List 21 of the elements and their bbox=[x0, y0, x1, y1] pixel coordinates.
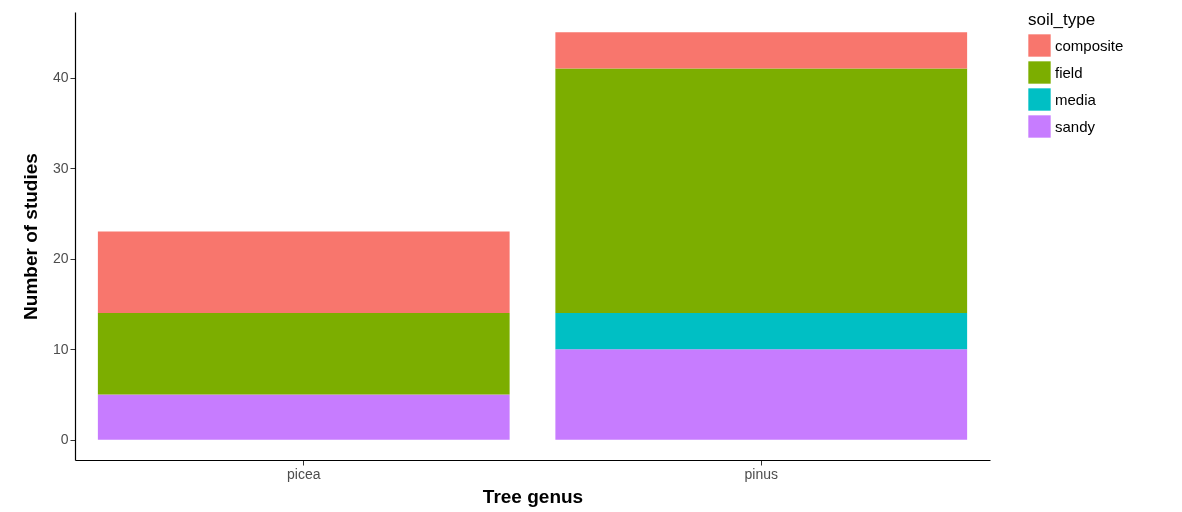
legend-label: sandy bbox=[1055, 117, 1096, 135]
bar bbox=[555, 68, 968, 313]
bar bbox=[555, 312, 968, 350]
bar bbox=[97, 394, 510, 440]
bar bbox=[97, 231, 510, 313]
bar bbox=[97, 312, 510, 395]
y-tick-label: 30 bbox=[52, 159, 69, 176]
y-tick-label: 20 bbox=[52, 250, 69, 267]
y-tick-label: 0 bbox=[60, 431, 69, 448]
bar bbox=[555, 349, 968, 440]
legend-title: soil_type bbox=[1028, 10, 1096, 29]
x-axis-title: Tree genus bbox=[482, 485, 584, 507]
y-axis-title: Number of studies bbox=[19, 153, 41, 320]
legend-label: field bbox=[1055, 63, 1083, 81]
x-tick-label: picea bbox=[287, 465, 321, 482]
x-tick-label: pinus bbox=[744, 465, 778, 482]
legend-label: composite bbox=[1055, 36, 1124, 54]
bar bbox=[555, 32, 968, 69]
y-tick-label: 40 bbox=[52, 69, 69, 86]
legend-label: media bbox=[1055, 90, 1097, 108]
y-tick-label: 10 bbox=[52, 340, 69, 357]
